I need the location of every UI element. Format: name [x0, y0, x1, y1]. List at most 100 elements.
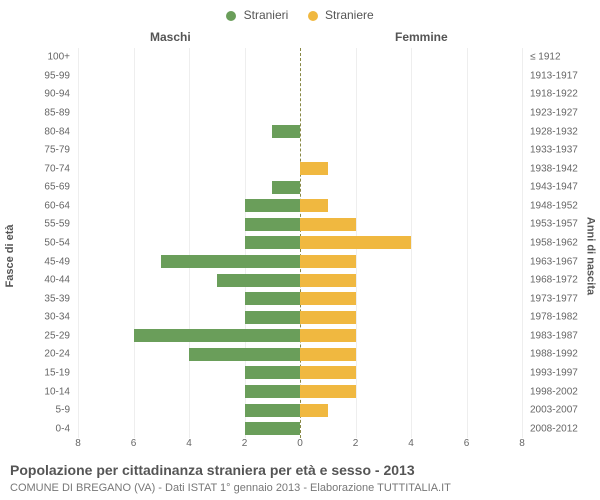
age-label: 95-99	[0, 70, 70, 81]
birth-label: 1953-1957	[530, 219, 600, 230]
age-label: 75-79	[0, 145, 70, 156]
bar-male	[272, 125, 300, 138]
pyramid-chart: Stranieri Straniere Maschi Femmine Fasce…	[0, 0, 600, 500]
birth-label: 1998-2002	[530, 386, 600, 397]
bar-male	[189, 348, 300, 361]
bar-male	[245, 385, 301, 398]
age-label: 65-69	[0, 182, 70, 193]
birth-label: 1928-1932	[530, 126, 600, 137]
header-female: Femmine	[395, 30, 448, 44]
age-label: 10-14	[0, 386, 70, 397]
bar-female	[300, 348, 356, 361]
x-tick: 4	[186, 438, 192, 449]
birth-label: 1983-1987	[530, 330, 600, 341]
legend-female-label: Straniere	[325, 8, 374, 22]
bar-male	[134, 329, 301, 342]
age-label: 15-19	[0, 367, 70, 378]
age-label: 100+	[0, 52, 70, 63]
y-axis-age: 100+ 95-99 90-94 85-89 80-84 75-79 70-74 65-69 6…	[0, 48, 74, 438]
age-label: 30-34	[0, 312, 70, 323]
birth-label: 1963-1967	[530, 256, 600, 267]
caption-title: Popolazione per cittadinanza straniera p…	[10, 462, 415, 478]
age-label: 25-29	[0, 330, 70, 341]
x-axis: 8 6 4 2 0 2 4 6 8	[78, 438, 522, 452]
birth-label: 1988-1992	[530, 349, 600, 360]
bar-female	[300, 366, 356, 379]
grid-line	[411, 48, 412, 438]
legend-male-swatch	[226, 11, 236, 21]
x-tick: 0	[297, 438, 303, 449]
x-tick: 4	[408, 438, 414, 449]
y-axis-birth: ≤ 1912 1913-1917 1918-1922 1923-1927 1928-19…	[526, 48, 600, 438]
bar-male	[272, 181, 300, 194]
bar-female	[300, 292, 356, 305]
legend-male: Stranieri	[226, 8, 288, 22]
birth-label: 1923-1927	[530, 107, 600, 118]
age-label: 40-44	[0, 275, 70, 286]
birth-label: 1978-1982	[530, 312, 600, 323]
bar-female	[300, 311, 356, 324]
birth-label: ≤ 1912	[530, 52, 600, 63]
birth-label: 2008-2012	[530, 423, 600, 434]
header-male: Maschi	[150, 30, 191, 44]
bar-male	[245, 311, 301, 324]
bar-male	[245, 366, 301, 379]
legend: Stranieri Straniere	[0, 8, 600, 22]
birth-label: 1948-1952	[530, 200, 600, 211]
plot-area	[78, 48, 522, 438]
x-tick: 8	[519, 438, 525, 449]
birth-label: 1993-1997	[530, 367, 600, 378]
bar-male	[161, 255, 300, 268]
bar-female	[300, 274, 356, 287]
grid-line	[467, 48, 468, 438]
bar-female	[300, 329, 356, 342]
bar-male	[245, 199, 301, 212]
bar-male	[245, 236, 301, 249]
grid-line	[522, 48, 523, 438]
age-label: 0-4	[0, 423, 70, 434]
x-tick: 2	[353, 438, 359, 449]
grid-line	[78, 48, 79, 438]
age-label: 80-84	[0, 126, 70, 137]
birth-label: 1933-1937	[530, 145, 600, 156]
age-label: 70-74	[0, 163, 70, 174]
grid-line	[134, 48, 135, 438]
age-label: 50-54	[0, 237, 70, 248]
age-label: 85-89	[0, 107, 70, 118]
x-tick: 8	[75, 438, 81, 449]
age-label: 90-94	[0, 89, 70, 100]
bar-male	[245, 218, 301, 231]
birth-label: 1968-1972	[530, 275, 600, 286]
x-tick: 6	[131, 438, 137, 449]
birth-label: 1973-1977	[530, 293, 600, 304]
caption-subtitle: COMUNE DI BREGANO (VA) - Dati ISTAT 1° g…	[10, 482, 451, 494]
age-label: 20-24	[0, 349, 70, 360]
bar-female	[300, 162, 328, 175]
bar-female	[300, 236, 411, 249]
birth-label: 1938-1942	[530, 163, 600, 174]
bar-male	[245, 404, 301, 417]
bar-male	[217, 274, 300, 287]
age-label: 35-39	[0, 293, 70, 304]
birth-label: 2003-2007	[530, 405, 600, 416]
x-tick: 6	[464, 438, 470, 449]
age-label: 45-49	[0, 256, 70, 267]
age-label: 55-59	[0, 219, 70, 230]
legend-female: Straniere	[308, 8, 374, 22]
bar-male	[245, 422, 301, 435]
bar-female	[300, 218, 356, 231]
bar-female	[300, 199, 328, 212]
age-label: 5-9	[0, 405, 70, 416]
bar-female	[300, 255, 356, 268]
birth-label: 1958-1962	[530, 237, 600, 248]
bar-female	[300, 385, 356, 398]
legend-male-label: Stranieri	[244, 8, 289, 22]
age-label: 60-64	[0, 200, 70, 211]
birth-label: 1943-1947	[530, 182, 600, 193]
bar-female	[300, 404, 328, 417]
birth-label: 1913-1917	[530, 70, 600, 81]
legend-female-swatch	[308, 11, 318, 21]
birth-label: 1918-1922	[530, 89, 600, 100]
x-tick: 2	[242, 438, 248, 449]
grid-line	[189, 48, 190, 438]
